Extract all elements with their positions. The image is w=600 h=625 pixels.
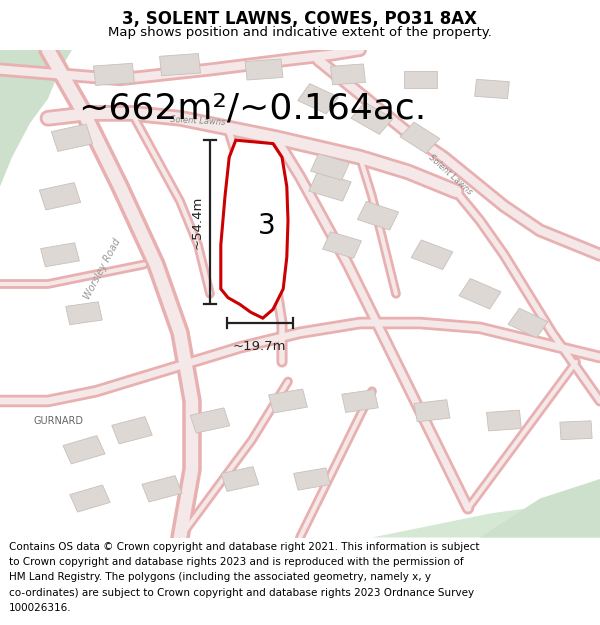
Text: Solent Lawns: Solent Lawns — [427, 152, 473, 196]
FancyBboxPatch shape — [41, 242, 79, 267]
Text: 100026316.: 100026316. — [9, 603, 71, 613]
FancyBboxPatch shape — [351, 102, 393, 134]
Text: Map shows position and indicative extent of the property.: Map shows position and indicative extent… — [108, 26, 492, 39]
Text: Solent Lawns: Solent Lawns — [170, 115, 226, 127]
FancyBboxPatch shape — [331, 64, 365, 85]
FancyBboxPatch shape — [112, 417, 152, 444]
Text: co-ordinates) are subject to Crown copyright and database rights 2023 Ordnance S: co-ordinates) are subject to Crown copyr… — [9, 588, 474, 598]
FancyBboxPatch shape — [508, 308, 548, 338]
Polygon shape — [221, 140, 288, 318]
Text: HM Land Registry. The polygons (including the associated geometry, namely x, y: HM Land Registry. The polygons (includin… — [9, 572, 431, 582]
Text: Worsley Road: Worsley Road — [82, 238, 122, 301]
FancyBboxPatch shape — [342, 389, 378, 412]
FancyBboxPatch shape — [459, 279, 501, 309]
FancyBboxPatch shape — [190, 408, 230, 433]
FancyBboxPatch shape — [487, 410, 521, 431]
Text: ~662m²/~0.164ac.: ~662m²/~0.164ac. — [78, 91, 426, 126]
FancyBboxPatch shape — [269, 389, 307, 413]
Polygon shape — [0, 50, 72, 186]
FancyBboxPatch shape — [298, 84, 338, 114]
FancyBboxPatch shape — [160, 54, 200, 76]
Text: 3: 3 — [258, 211, 276, 239]
FancyBboxPatch shape — [40, 182, 80, 210]
FancyBboxPatch shape — [311, 154, 349, 180]
FancyBboxPatch shape — [323, 232, 361, 258]
FancyBboxPatch shape — [358, 201, 398, 230]
FancyBboxPatch shape — [411, 240, 453, 269]
Text: Contains OS data © Crown copyright and database right 2021. This information is : Contains OS data © Crown copyright and d… — [9, 542, 479, 552]
Text: to Crown copyright and database rights 2023 and is reproduced with the permissio: to Crown copyright and database rights 2… — [9, 558, 464, 568]
FancyBboxPatch shape — [475, 79, 509, 99]
Polygon shape — [372, 499, 600, 538]
Text: 3, SOLENT LAWNS, COWES, PO31 8AX: 3, SOLENT LAWNS, COWES, PO31 8AX — [122, 10, 478, 28]
Text: GURNARD: GURNARD — [33, 416, 83, 426]
FancyBboxPatch shape — [63, 436, 105, 464]
FancyBboxPatch shape — [245, 59, 283, 80]
FancyBboxPatch shape — [560, 421, 592, 439]
Text: ~54.4m: ~54.4m — [190, 196, 203, 249]
FancyBboxPatch shape — [309, 172, 351, 201]
FancyBboxPatch shape — [221, 467, 259, 491]
FancyBboxPatch shape — [94, 63, 134, 86]
Text: ~19.7m: ~19.7m — [233, 340, 287, 353]
FancyBboxPatch shape — [404, 71, 437, 88]
FancyBboxPatch shape — [70, 485, 110, 512]
FancyBboxPatch shape — [52, 124, 92, 151]
FancyBboxPatch shape — [414, 400, 450, 422]
FancyBboxPatch shape — [400, 122, 440, 153]
FancyBboxPatch shape — [66, 302, 102, 325]
FancyBboxPatch shape — [142, 476, 182, 502]
Polygon shape — [480, 479, 600, 538]
FancyBboxPatch shape — [293, 468, 331, 490]
